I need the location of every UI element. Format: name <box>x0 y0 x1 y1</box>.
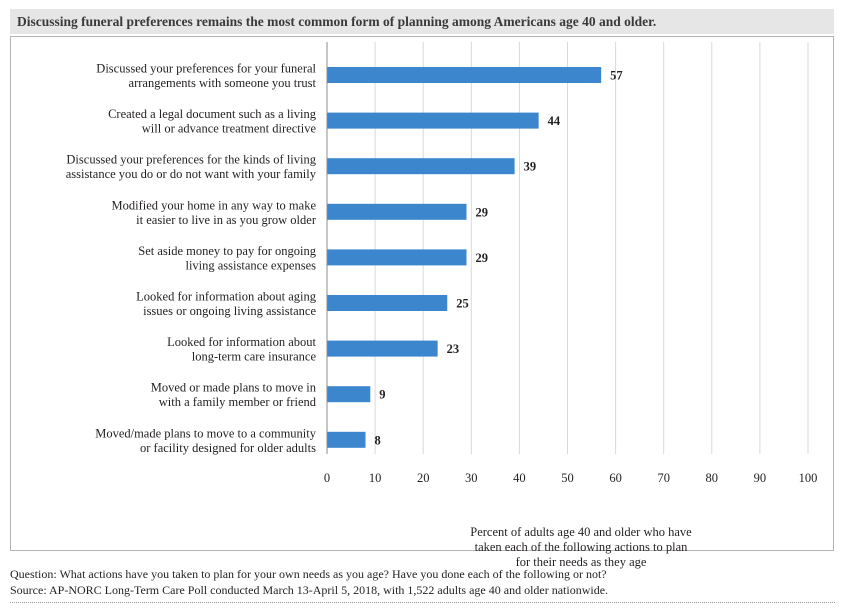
x-tick-label: 20 <box>417 471 430 485</box>
bar <box>327 340 438 357</box>
x-tick-label: 80 <box>706 471 719 485</box>
data-label: 44 <box>548 114 561 128</box>
data-label: 57 <box>610 69 623 83</box>
category-label: Created a legal document such as a livin… <box>108 107 317 121</box>
bar <box>327 67 602 83</box>
source-note: Source: AP-NORC Long-Term Care Poll cond… <box>10 583 609 597</box>
x-tick-label: 30 <box>465 471 478 485</box>
data-label: 23 <box>447 342 460 356</box>
data-label: 9 <box>379 388 385 402</box>
data-label: 39 <box>524 160 537 174</box>
category-label: long-term care insurance <box>192 350 317 364</box>
bar <box>327 158 515 175</box>
data-label: 8 <box>374 433 380 447</box>
category-label: Looked for information about <box>167 335 316 349</box>
bar <box>327 295 448 311</box>
category-label: will or advance treatment directive <box>142 122 317 136</box>
category-label: arrangements with someone you trust <box>129 76 317 90</box>
category-label: Moved/made plans to move to a community <box>95 426 317 440</box>
category-label: Discussed your preferences for your fune… <box>96 62 316 76</box>
x-axis-title: Percent of adults age 40 and older who h… <box>436 525 726 570</box>
x-tick-label: 10 <box>369 471 382 485</box>
category-label: assistance you do or do not want with yo… <box>66 167 317 181</box>
x-axis-title-line: taken each of the following actions to p… <box>474 540 688 554</box>
x-axis-title-line: for their needs as they age <box>515 555 647 569</box>
bar <box>327 112 539 129</box>
category-label: Modified your home in any way to make <box>112 198 317 212</box>
x-tick-label: 0 <box>324 471 330 485</box>
x-tick-label: 70 <box>657 471 670 485</box>
bar <box>327 249 467 266</box>
bar-chart: 57 Discussed your preferences for your fu… <box>66 42 818 485</box>
footnotes: Question: What actions have you taken to… <box>10 566 835 598</box>
category-label: Discussed your preferences for the kinds… <box>66 153 316 167</box>
data-label: 25 <box>456 297 469 311</box>
category-label: living assistance expenses <box>185 258 316 272</box>
category-label: or facility designed for older adults <box>140 441 316 455</box>
data-label: 29 <box>475 251 488 265</box>
category-label: Looked for information about aging <box>136 290 317 304</box>
bar <box>327 203 467 220</box>
category-label: Set aside money to pay for ongoing <box>138 244 316 258</box>
category-label: issues or ongoing living assistance <box>143 304 316 318</box>
bar <box>327 431 366 448</box>
x-tick-label: 100 <box>799 471 818 485</box>
x-tick-label: 40 <box>513 471 526 485</box>
bar <box>327 386 371 403</box>
x-axis-title-line: Percent of adults age 40 and older who h… <box>470 525 692 539</box>
x-tick-label: 90 <box>754 471 767 485</box>
chart-frame: 57 Discussed your preferences for your fu… <box>10 36 834 569</box>
x-tick-label: 60 <box>609 471 622 485</box>
category-label: it easier to live in as you grow older <box>136 213 317 227</box>
category-label: Moved or made plans to move in <box>151 381 317 395</box>
question-note: Question: What actions have you taken to… <box>10 567 607 581</box>
x-tick-label: 50 <box>561 471 574 485</box>
chart-title: Discussing funeral preferences remains t… <box>10 9 834 34</box>
data-label: 29 <box>475 205 488 219</box>
footnote-divider <box>10 602 835 603</box>
category-label: with a family member or friend <box>159 395 317 409</box>
